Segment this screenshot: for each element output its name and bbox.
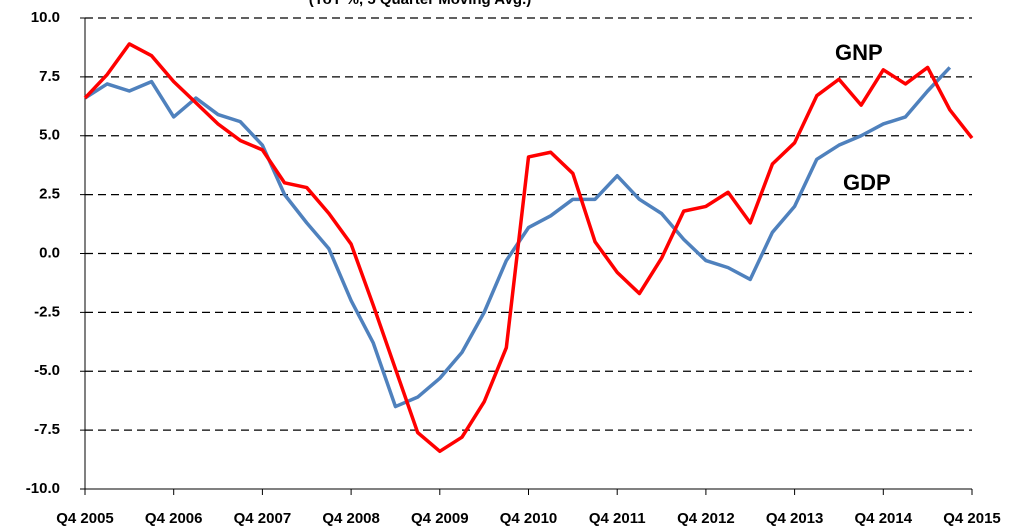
x-tick-label: Q4 2011: [589, 510, 646, 527]
y-tick-label: -7.5: [34, 421, 60, 438]
x-tick-label: Q4 2005: [56, 510, 114, 527]
x-tick-label: Q4 2007: [234, 510, 292, 527]
gnp-label: GNP: [835, 40, 883, 65]
y-tick-label: -5.0: [34, 362, 60, 379]
y-tick-label: 0.0: [39, 244, 60, 261]
x-tick-label: Q4 2015: [943, 510, 1001, 527]
series-line: [84, 66, 952, 409]
series-line: [83, 42, 974, 454]
y-tick-label: 5.0: [39, 127, 60, 144]
gdp-label: GDP: [843, 170, 891, 195]
chart-subtitle: (YoY %, 5 Quarter Moving Avg.): [309, 0, 532, 8]
x-tick-label: Q4 2010: [500, 510, 558, 527]
y-tick-label: -2.5: [34, 303, 60, 320]
x-tick-label: Q4 2008: [322, 510, 380, 527]
y-tick-label: -10.0: [26, 480, 60, 497]
y-tick-label: 10.0: [31, 9, 60, 26]
x-tick-label: Q4 2009: [411, 510, 469, 527]
y-tick-label: 2.5: [39, 186, 60, 203]
y-tick-label: 7.5: [39, 68, 60, 85]
x-tick-label: Q4 2013: [766, 510, 824, 527]
x-tick-label: Q4 2012: [677, 510, 735, 527]
x-tick-label: Q4 2014: [855, 510, 913, 527]
x-tick-label: Q4 2006: [145, 510, 203, 527]
